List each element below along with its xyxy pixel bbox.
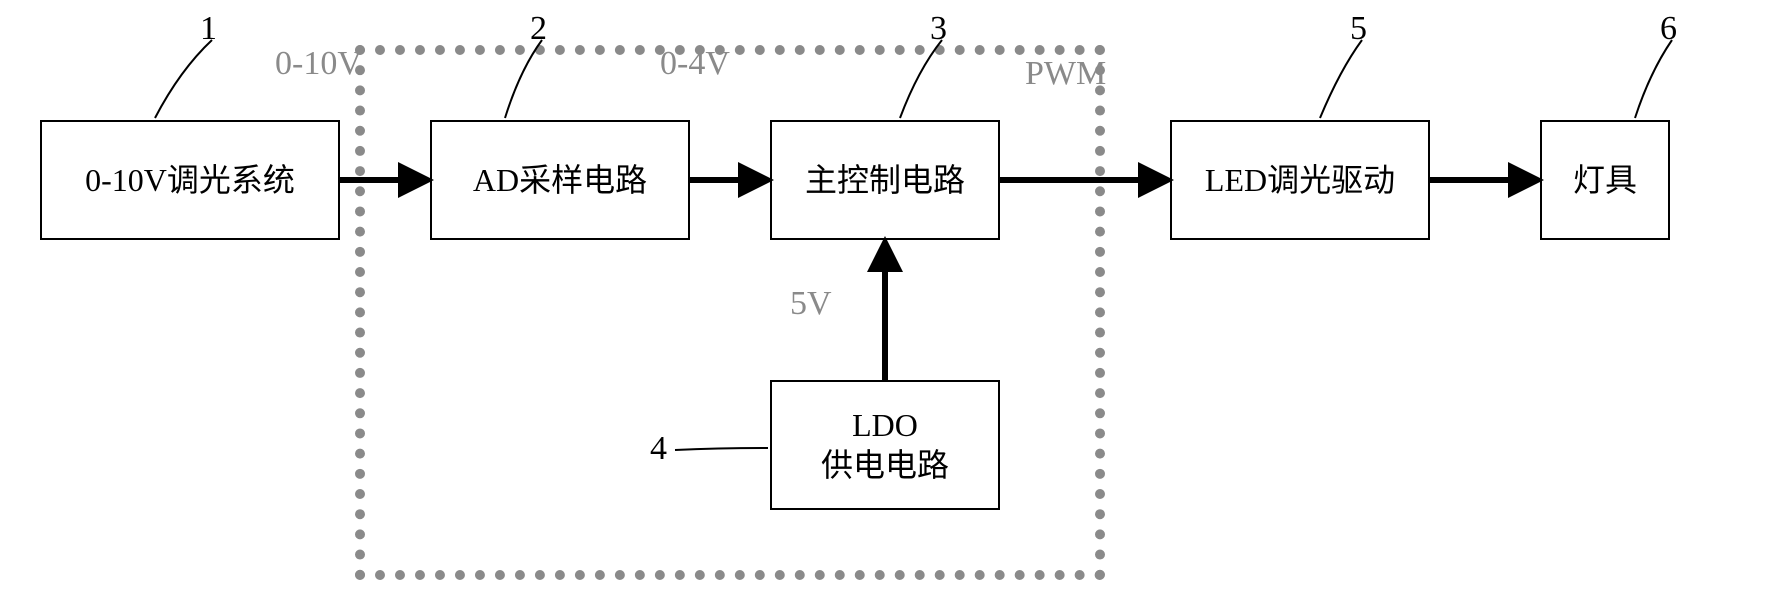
block-led-driver: LED调光驱动 xyxy=(1170,120,1430,240)
block-ad-sampling: AD采样电路 xyxy=(430,120,690,240)
ref-1: 1 xyxy=(200,10,217,48)
signal-pwm: PWM xyxy=(1025,55,1106,93)
lead-1 xyxy=(155,40,212,118)
ref-3: 3 xyxy=(930,10,947,48)
signal-5v: 5V xyxy=(790,285,832,323)
block-lamp: 灯具 xyxy=(1540,120,1670,240)
signal-0-4v: 0-4V xyxy=(660,45,730,83)
lead-6 xyxy=(1635,40,1672,118)
block-dimming-system: 0-10V调光系统 xyxy=(40,120,340,240)
diagram-stage: 0-10V调光系统 AD采样电路 主控制电路 LDO 供电电路 LED调光驱动 … xyxy=(0,0,1767,594)
ref-4: 4 xyxy=(650,430,667,468)
lead-5 xyxy=(1320,40,1362,118)
ref-5: 5 xyxy=(1350,10,1367,48)
block-ldo-power: LDO 供电电路 xyxy=(770,380,1000,510)
block-main-control: 主控制电路 xyxy=(770,120,1000,240)
ref-6: 6 xyxy=(1660,10,1677,48)
ref-2: 2 xyxy=(530,10,547,48)
signal-0-10v: 0-10V xyxy=(275,45,362,83)
